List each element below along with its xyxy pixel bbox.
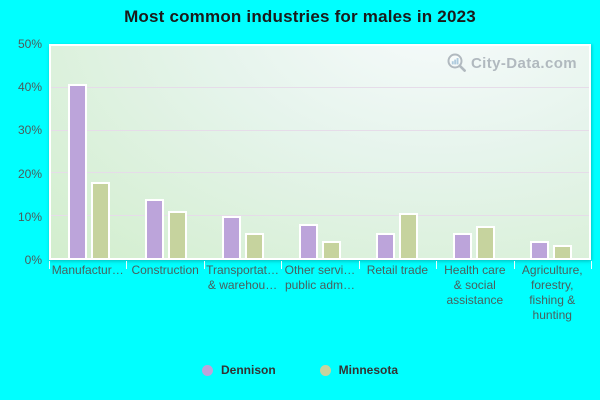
legend-label-dennison: Dennison xyxy=(220,363,276,377)
x-label-4: Other servi… public adm… xyxy=(284,263,356,292)
bar-minnesota-7 xyxy=(552,245,572,258)
axis-tick xyxy=(49,261,50,269)
legend-label-minnesota: Minnesota xyxy=(338,363,398,377)
legend-item-minnesota: Minnesota xyxy=(319,363,398,377)
x-label-1: Manufactur… xyxy=(51,263,124,277)
x-label-7: Agriculture, forestry, fishing & hunting xyxy=(521,263,583,322)
bar-dennison-4 xyxy=(299,224,318,258)
category-group xyxy=(435,46,512,258)
y-tick-label: 40% xyxy=(17,80,42,95)
gridline-10 xyxy=(51,214,589,216)
y-tick-label: 30% xyxy=(17,123,42,138)
category-group xyxy=(205,46,282,258)
bar-dennison-1 xyxy=(68,84,88,258)
axis-tick xyxy=(513,261,515,269)
x-axis-labels: Manufactur… Construction Transportat… & war… xyxy=(49,263,591,323)
bars-container xyxy=(51,46,589,258)
gridline-30 xyxy=(51,129,589,131)
category-group xyxy=(128,46,205,258)
category-group xyxy=(51,46,128,258)
plot-area: City-Data.com xyxy=(49,44,591,260)
y-tick-label: 50% xyxy=(17,37,42,51)
y-tick-label: 20% xyxy=(17,166,42,181)
legend: Dennison Minnesota xyxy=(0,363,600,377)
bar-minnesota-4 xyxy=(322,241,341,258)
bar-dennison-5 xyxy=(375,232,395,258)
x-label-5: Retail trade xyxy=(366,263,429,277)
gridline-20 xyxy=(51,172,589,174)
citydata-logo-icon xyxy=(447,53,466,72)
legend-item-dennison: Dennison xyxy=(201,363,276,377)
bar-minnesota-6 xyxy=(475,226,495,258)
x-label-2: Construction xyxy=(131,263,199,277)
bar-minnesota-1 xyxy=(91,181,111,258)
citydata-watermark-label: City-Data.com xyxy=(470,54,577,72)
citydata-watermark[interactable]: City-Data.com xyxy=(446,52,577,74)
axis-tick xyxy=(126,261,128,269)
axis-tick xyxy=(203,261,205,269)
bar-dennison-2 xyxy=(145,198,165,258)
bar-dennison-7 xyxy=(529,241,549,258)
chart-title: Most common industries for males in 2023 xyxy=(124,7,476,26)
y-tick-label: 0% xyxy=(24,253,42,267)
axis-tick xyxy=(358,261,360,269)
category-group xyxy=(282,46,359,258)
x-label-6: Health care & social assistance xyxy=(444,263,506,307)
gridline-40 xyxy=(51,87,589,89)
minnesota-swatch xyxy=(319,364,331,376)
bar-dennison-6 xyxy=(452,232,472,258)
y-tick-label: 10% xyxy=(17,209,42,224)
x-label-3: Transportat… & warehou… xyxy=(206,263,280,292)
axis-tick xyxy=(436,261,438,269)
bar-minnesota-2 xyxy=(168,211,188,258)
axis-tick xyxy=(591,261,592,269)
bar-minnesota-3 xyxy=(245,232,265,258)
bar-dennison-3 xyxy=(222,215,242,258)
axis-tick xyxy=(281,261,283,269)
dennison-swatch xyxy=(201,364,213,376)
bar-minnesota-5 xyxy=(398,213,418,258)
category-group xyxy=(358,46,435,258)
category-group xyxy=(512,46,589,258)
